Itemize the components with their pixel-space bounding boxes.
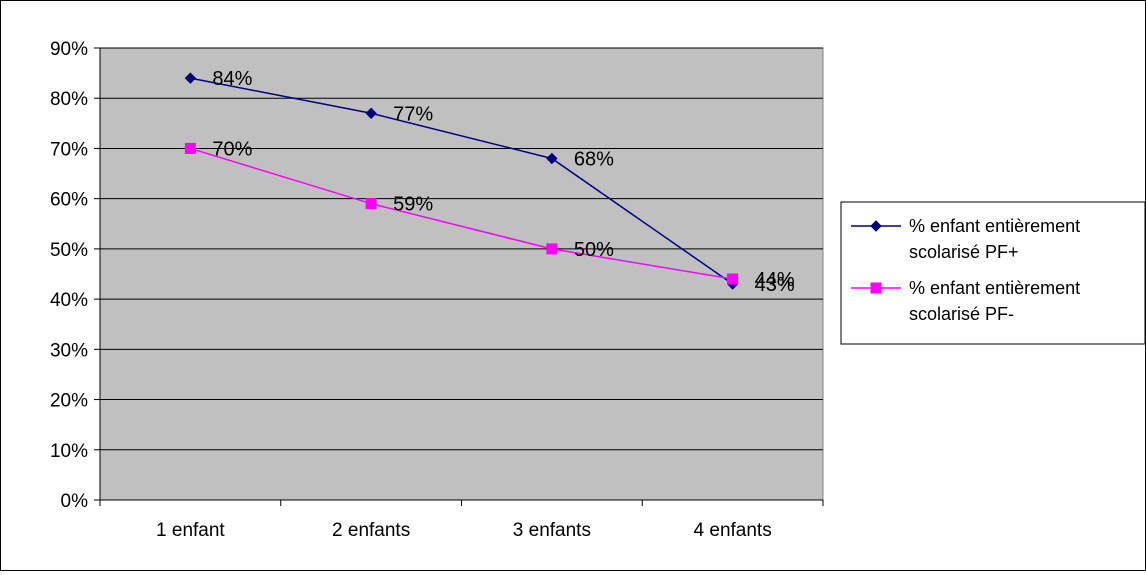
data-label: 44% <box>755 269 795 291</box>
y-tick-label: 50% <box>50 240 88 261</box>
data-label: 50% <box>574 239 614 261</box>
y-tick-label: 10% <box>50 441 88 462</box>
legend-label: % enfant entièrement <box>909 216 1080 236</box>
data-point <box>546 152 558 165</box>
y-tick-label: 90% <box>50 39 88 60</box>
y-tick-label: 30% <box>50 340 88 361</box>
legend-marker-2 <box>870 282 882 294</box>
y-tick-label: 40% <box>50 290 88 311</box>
legend-label: scolarisé PF+ <box>909 242 1019 262</box>
data-point <box>365 107 377 119</box>
data-label: 70% <box>212 138 252 160</box>
x-tick-label: 2 enfants <box>332 520 410 541</box>
data-label: 68% <box>574 148 614 170</box>
series-line-1 <box>190 77 734 285</box>
legend-marker-1 <box>870 220 882 232</box>
plot-area <box>99 47 824 501</box>
y-tick-label: 80% <box>50 89 88 110</box>
data-point <box>184 142 196 154</box>
y-tick-label: 20% <box>50 391 88 412</box>
legend-label: % enfant entièrement <box>909 278 1080 298</box>
data-label: 77% <box>393 103 433 125</box>
x-tick-label: 3 enfants <box>513 520 591 541</box>
data-point <box>365 198 377 210</box>
y-tick-label: 70% <box>50 139 88 160</box>
x-tick-label: 1 enfant <box>156 520 225 541</box>
legend-label: scolarisé PF- <box>909 304 1014 324</box>
series-line-2 <box>190 147 733 280</box>
data-label: 43% <box>755 274 795 296</box>
data-label: 59% <box>393 194 433 216</box>
x-tick-label: 4 enfants <box>694 520 772 541</box>
data-point <box>727 273 739 285</box>
y-tick-label: 60% <box>50 190 88 211</box>
data-label: 84% <box>212 68 252 90</box>
data-point <box>184 72 197 84</box>
data-point <box>546 243 558 255</box>
y-tick-label: 0% <box>61 491 89 512</box>
